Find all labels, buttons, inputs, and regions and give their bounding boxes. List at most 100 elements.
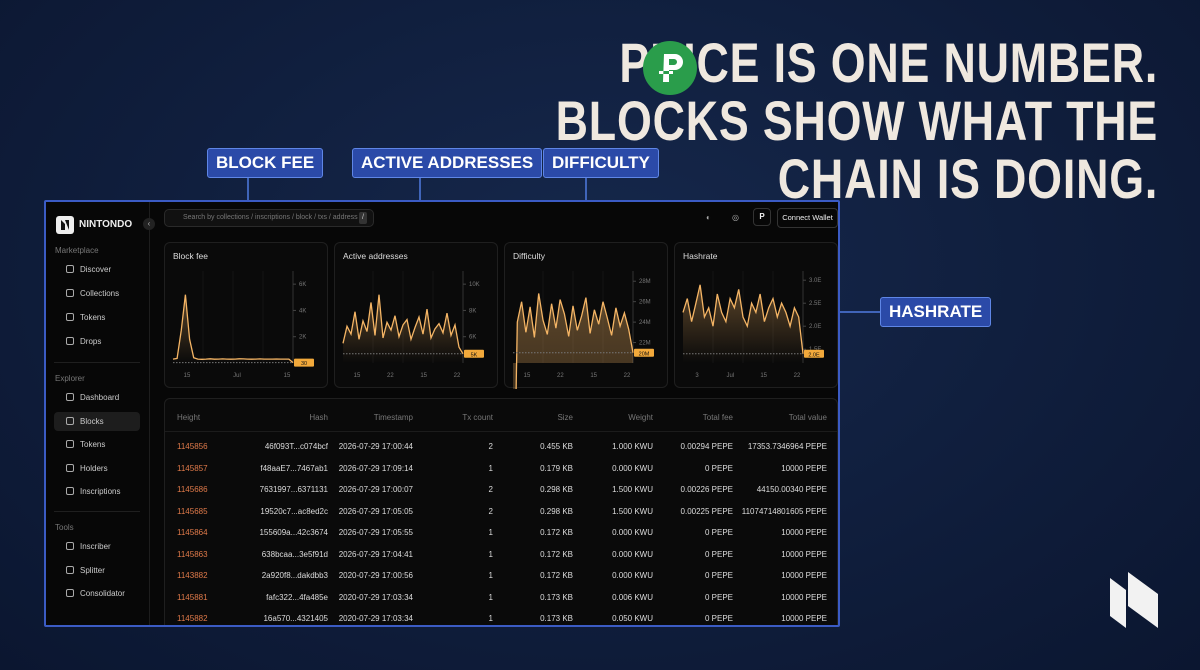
table-cell: 0.179 KB: [540, 463, 573, 473]
nav-icon: [66, 393, 74, 401]
table-cell: 2: [488, 506, 493, 516]
chart-title: Block fee: [173, 251, 208, 261]
brand: NINTONDO: [79, 219, 133, 230]
table-cell: 0.172 KB: [540, 549, 573, 559]
icon-button[interactable]: ◎: [732, 213, 739, 222]
table-cell: 10000 PEPE: [781, 528, 827, 537]
block-height-link[interactable]: 1145881: [177, 592, 208, 602]
divider: [54, 362, 140, 363]
y-tick-label: 2.0E: [809, 324, 821, 330]
table-cell: 0 PEPE: [704, 592, 733, 602]
x-tick-label: 15: [760, 373, 767, 379]
p-logo: [643, 41, 697, 95]
section-title: Explorer: [55, 374, 85, 383]
block-height-link[interactable]: 1145856: [177, 442, 208, 451]
x-tick-label: 15: [284, 373, 291, 379]
nav-item[interactable]: Consolidator: [54, 584, 140, 603]
table-cell: 1.000 KWU: [612, 442, 653, 451]
nav-item[interactable]: Collections: [54, 284, 140, 303]
y-tick-label: 8K: [469, 308, 476, 314]
table-cell: 1: [488, 549, 493, 559]
block-height-link[interactable]: 1143882: [177, 571, 208, 580]
table-cell: 0 PEPE: [704, 571, 733, 580]
callout-label: ACTIVE ADDRESSES: [352, 148, 543, 178]
y-tick-label: 2.5E: [809, 301, 821, 307]
table-cell: 2026-07-29 17:00:07: [338, 485, 413, 494]
table-cell: 11074714801605 PEPE: [741, 506, 827, 516]
table-cell: 0.455 KB: [540, 442, 573, 451]
x-tick-label: 22: [387, 373, 394, 379]
connect-wallet[interactable]: Connect Wallet: [777, 208, 838, 228]
column-header: Weight: [628, 413, 653, 422]
table-cell: 2a920f8...dakdbb3: [261, 571, 328, 580]
mini-chart: Difficulty 22M 24M 26M 28M 15 22 15 22 20M: [512, 251, 654, 568]
table-cell: 44150.00340 PEPE: [756, 485, 827, 494]
headline-line: CHAIN IS DOING.: [777, 147, 1158, 210]
y-tick-label: 3.0E: [809, 278, 821, 284]
search-box[interactable]: Search by collections / inscriptions / b…: [164, 209, 374, 227]
nav-item[interactable]: Drops: [54, 332, 140, 351]
brand-mark: [1110, 572, 1158, 628]
chart-card: Block fee 2K 4K 6K 15 Jul 15 30: [164, 242, 328, 388]
nav-item[interactable]: Blocks: [54, 411, 140, 431]
line: [512, 293, 634, 568]
table-cell: 0.00226 PEPE: [680, 485, 733, 494]
nav-icon: [66, 289, 74, 297]
block-height-link[interactable]: 1145686: [177, 485, 208, 494]
chart-card: Active addresses 6K 8K 10K 15 22 15 22 5K: [334, 242, 498, 388]
block-height-link[interactable]: 1145864: [177, 528, 208, 537]
table-cell: 0.050 KWU: [612, 614, 653, 623]
table-cell: 1: [488, 592, 493, 602]
block-height-link[interactable]: 1145685: [177, 506, 208, 516]
collapse-button[interactable]: ‹: [143, 218, 155, 230]
nav-item[interactable]: Dashboard: [54, 388, 140, 407]
x-tick-label: 22: [557, 373, 564, 379]
table-cell: 7631997...6371131: [259, 485, 328, 494]
block-height-link[interactable]: 1145863: [177, 549, 208, 559]
y-tick-label: 22M: [639, 341, 651, 347]
nav-item[interactable]: Discover: [54, 260, 140, 279]
nav-icon: [66, 565, 74, 574]
table-cell: 1.500 KWU: [612, 506, 653, 516]
last-value-badge: [634, 348, 654, 357]
nav-item[interactable]: Inscriptions: [54, 482, 140, 501]
y-tick-label: 26M: [639, 300, 651, 306]
nav-item[interactable]: Tokens: [54, 435, 140, 454]
nav-label: Consolidator: [80, 589, 125, 598]
table-cell: 2020-07-29 17:00:56: [338, 571, 413, 580]
table-cell: 0 PEPE: [704, 463, 733, 473]
nav-icon: [66, 440, 74, 448]
chart-title: Difficulty: [513, 251, 546, 261]
table-cell: 0.173 KB: [540, 614, 573, 623]
table-cell: 10000 PEPE: [781, 463, 827, 473]
headline-line: PRICE IS ONE NUMBER.: [619, 31, 1158, 94]
last-value-label: 2.0E: [808, 352, 820, 358]
nav-label: Tokens: [80, 440, 106, 449]
profile-button[interactable]: P: [753, 208, 771, 226]
block-height-link[interactable]: 1145857: [177, 463, 208, 473]
section-title: Tools: [55, 523, 74, 532]
headline: PRICE IS ONE NUMBER. BLOCKS SHOW WHAT THE…: [556, 34, 1159, 208]
nav-icon: [66, 416, 74, 425]
y-tick-label: 6K: [469, 335, 476, 341]
table-cell: 2026-07-29 17:05:55: [338, 528, 413, 537]
table-cell: f48aaE7...7467ab1: [260, 463, 328, 473]
x-tick-label: 15: [590, 373, 597, 379]
nav-item[interactable]: Splitter: [54, 561, 140, 580]
nav-icon: [66, 589, 74, 597]
nav-item[interactable]: Holders: [54, 459, 140, 478]
chart-title: Hashrate: [683, 251, 718, 261]
column-header: Timestamp: [373, 413, 413, 422]
x-tick-label: 15: [524, 373, 531, 379]
table-cell: 10000 PEPE: [781, 614, 827, 623]
headline-line: BLOCKS SHOW WHAT THE: [555, 89, 1158, 152]
icon-button[interactable]: ◐: [706, 213, 711, 222]
block-height-link[interactable]: 1145882: [177, 614, 208, 623]
callout-label: DIFFICULTY: [543, 148, 659, 178]
nav-item[interactable]: Tokens: [54, 308, 140, 327]
nav-item[interactable]: Inscriber: [54, 537, 140, 556]
table-cell: 0 PEPE: [704, 528, 733, 537]
line: [682, 284, 804, 354]
